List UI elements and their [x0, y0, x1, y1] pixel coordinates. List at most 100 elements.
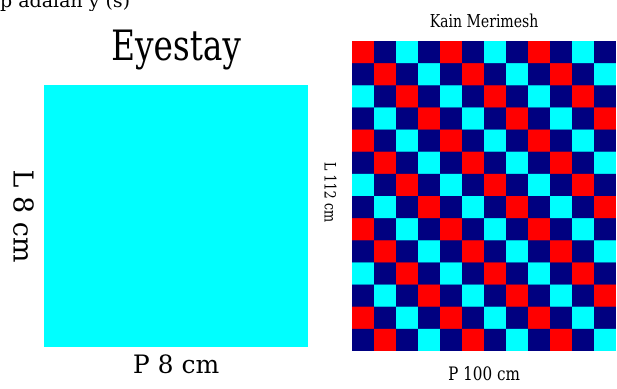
mesh-cell	[506, 173, 529, 197]
mesh-cell	[550, 196, 573, 219]
mesh-cell	[550, 151, 573, 175]
mesh-cell	[462, 262, 485, 285]
mesh-cell	[484, 173, 507, 197]
mesh-cell	[506, 328, 529, 351]
mesh-cell	[506, 85, 529, 108]
mesh-cell	[462, 129, 485, 153]
mesh-cell	[528, 85, 551, 108]
mesh-cell	[484, 129, 507, 153]
mesh-cell	[572, 173, 595, 197]
mesh-cell	[528, 284, 551, 308]
mesh-cell	[352, 284, 375, 308]
mesh-cell	[484, 196, 507, 219]
mesh-cell	[396, 41, 419, 64]
mesh-cell	[506, 41, 529, 64]
mesh-cell	[572, 107, 595, 130]
mesh-cell	[440, 196, 463, 219]
mesh-fabric-length-label: L 112 cm	[320, 161, 340, 223]
mesh-cell	[440, 85, 463, 108]
mesh-cell	[462, 306, 485, 330]
mesh-cell	[462, 85, 485, 108]
mesh-cell	[418, 306, 441, 330]
mesh-cell	[594, 218, 616, 241]
mesh-cell	[440, 240, 463, 263]
mesh-cell	[506, 284, 529, 308]
mesh-cell	[352, 85, 375, 108]
mesh-cell	[594, 151, 616, 175]
mesh-cell	[594, 240, 616, 263]
mesh-cell	[352, 107, 375, 130]
mesh-cell	[484, 240, 507, 263]
mesh-cell	[396, 196, 419, 219]
mesh-cell	[374, 63, 397, 86]
mesh-cell	[374, 173, 397, 197]
mesh-cell	[396, 240, 419, 263]
mesh-cell	[352, 173, 375, 197]
mesh-cell	[550, 262, 573, 285]
mesh-cell	[418, 262, 441, 285]
mesh-cell	[374, 85, 397, 108]
mesh-cell	[396, 151, 419, 175]
mesh-cell	[418, 151, 441, 175]
mesh-cell	[594, 41, 616, 64]
mesh-cell	[418, 218, 441, 241]
mesh-cell	[572, 151, 595, 175]
mesh-cell	[396, 107, 419, 130]
mesh-cell	[396, 173, 419, 197]
mesh-cell	[594, 63, 616, 86]
mesh-cell	[506, 107, 529, 130]
mesh-cell	[550, 41, 573, 64]
mesh-cell	[506, 151, 529, 175]
mesh-cell	[352, 151, 375, 175]
mesh-cell	[594, 262, 616, 285]
mesh-cell	[484, 284, 507, 308]
mesh-cell	[550, 240, 573, 263]
mesh-cell	[506, 240, 529, 263]
mesh-cell	[374, 262, 397, 285]
mesh-cell	[418, 85, 441, 108]
mesh-cell	[440, 151, 463, 175]
mesh-cell	[550, 129, 573, 153]
mesh-cell	[396, 63, 419, 86]
mesh-cell	[506, 306, 529, 330]
mesh-cell	[594, 284, 616, 308]
mesh-cell	[484, 63, 507, 86]
mesh-cell	[506, 218, 529, 241]
mesh-cell	[484, 328, 507, 351]
mesh-cell	[440, 328, 463, 351]
mesh-cell	[418, 240, 441, 263]
mesh-cell	[440, 284, 463, 308]
mesh-cell	[374, 107, 397, 130]
mesh-cell	[352, 240, 375, 263]
mesh-cell	[396, 328, 419, 351]
eyestay-title: Eyestay	[111, 21, 241, 70]
header-text-fragment: p adalah y (s)	[0, 0, 131, 11]
mesh-cell	[572, 196, 595, 219]
mesh-cell	[594, 107, 616, 130]
mesh-cell	[528, 41, 551, 64]
mesh-cell	[440, 129, 463, 153]
mesh-cell	[594, 328, 616, 351]
mesh-cell	[528, 328, 551, 351]
mesh-cell	[572, 85, 595, 108]
mesh-cell	[352, 328, 375, 351]
mesh-cell	[528, 129, 551, 153]
mesh-fabric-title: Kain Merimesh	[429, 11, 539, 32]
mesh-cell	[418, 129, 441, 153]
mesh-cell	[462, 41, 485, 64]
mesh-fabric-grid	[352, 41, 616, 351]
mesh-cell	[352, 129, 375, 153]
mesh-cell	[374, 284, 397, 308]
mesh-cell	[572, 284, 595, 308]
mesh-cell	[506, 262, 529, 285]
mesh-cell	[462, 151, 485, 175]
mesh-cell	[550, 306, 573, 330]
mesh-cell	[550, 173, 573, 197]
mesh-cell	[528, 107, 551, 130]
mesh-cell	[484, 41, 507, 64]
mesh-cell	[352, 306, 375, 330]
mesh-cell	[572, 218, 595, 241]
mesh-cell	[374, 196, 397, 219]
mesh-cell	[550, 63, 573, 86]
mesh-cell	[484, 151, 507, 175]
